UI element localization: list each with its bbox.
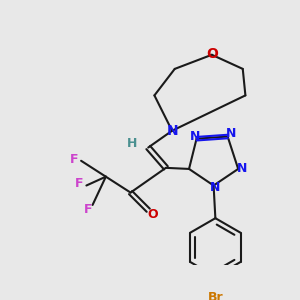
Text: N: N [190, 130, 200, 143]
Text: F: F [84, 203, 92, 216]
Text: F: F [70, 152, 78, 166]
Text: F: F [75, 177, 84, 190]
Text: N: N [226, 128, 236, 140]
Text: N: N [210, 181, 220, 194]
Text: N: N [236, 162, 247, 176]
Text: H: H [127, 137, 137, 151]
Text: O: O [147, 208, 158, 221]
Text: N: N [166, 124, 178, 138]
Text: Br: Br [208, 291, 223, 300]
Text: O: O [206, 47, 218, 61]
